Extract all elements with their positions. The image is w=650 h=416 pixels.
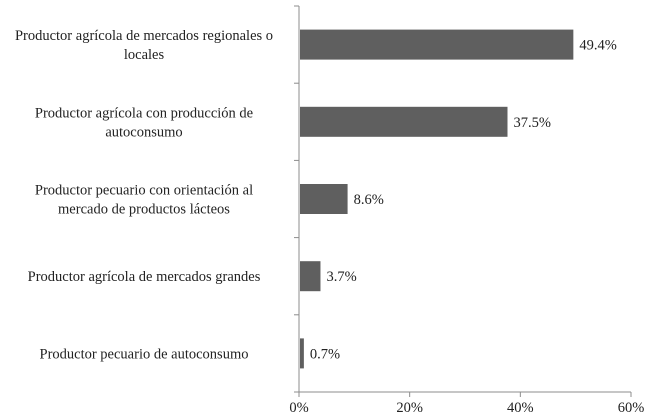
bar-4: [300, 338, 304, 369]
value-labels-group: 49.4% 37.5% 8.6% 3.7% 0.7%: [310, 38, 617, 363]
bar-2: [300, 184, 348, 214]
axes-group: [294, 5, 631, 393]
x-tick-label-0: 0%: [289, 400, 308, 416]
category-labels-group: Productor agrícola de mercados regionale…: [15, 28, 273, 362]
value-label-0: 49.4%: [579, 38, 616, 54]
x-tick-label-1: 20%: [396, 400, 423, 416]
category-label-0: Productor agrícola de mercados regionale…: [15, 28, 273, 63]
bars-group: [300, 29, 574, 369]
category-label-2: Productor pecuario con orientación al mer…: [35, 183, 253, 218]
bar-3: [300, 261, 321, 292]
bar-1: [300, 106, 508, 137]
category-label-3: Productor agrícola de mercados grandes: [28, 269, 261, 285]
bar-0: [300, 29, 574, 60]
x-tick-label-3: 60%: [618, 400, 645, 416]
category-label-1: Productor agrícola con producción de auto…: [35, 105, 253, 140]
x-tick-label-2: 40%: [507, 400, 534, 416]
value-label-4: 0.7%: [310, 346, 340, 362]
value-label-3: 3.7%: [326, 269, 356, 285]
x-ticks-group: 0% 20% 40% 60%: [289, 392, 644, 416]
value-label-1: 37.5%: [514, 115, 551, 131]
category-label-4: Productor pecuario de autoconsumo: [40, 346, 249, 362]
value-label-2: 8.6%: [354, 192, 384, 208]
